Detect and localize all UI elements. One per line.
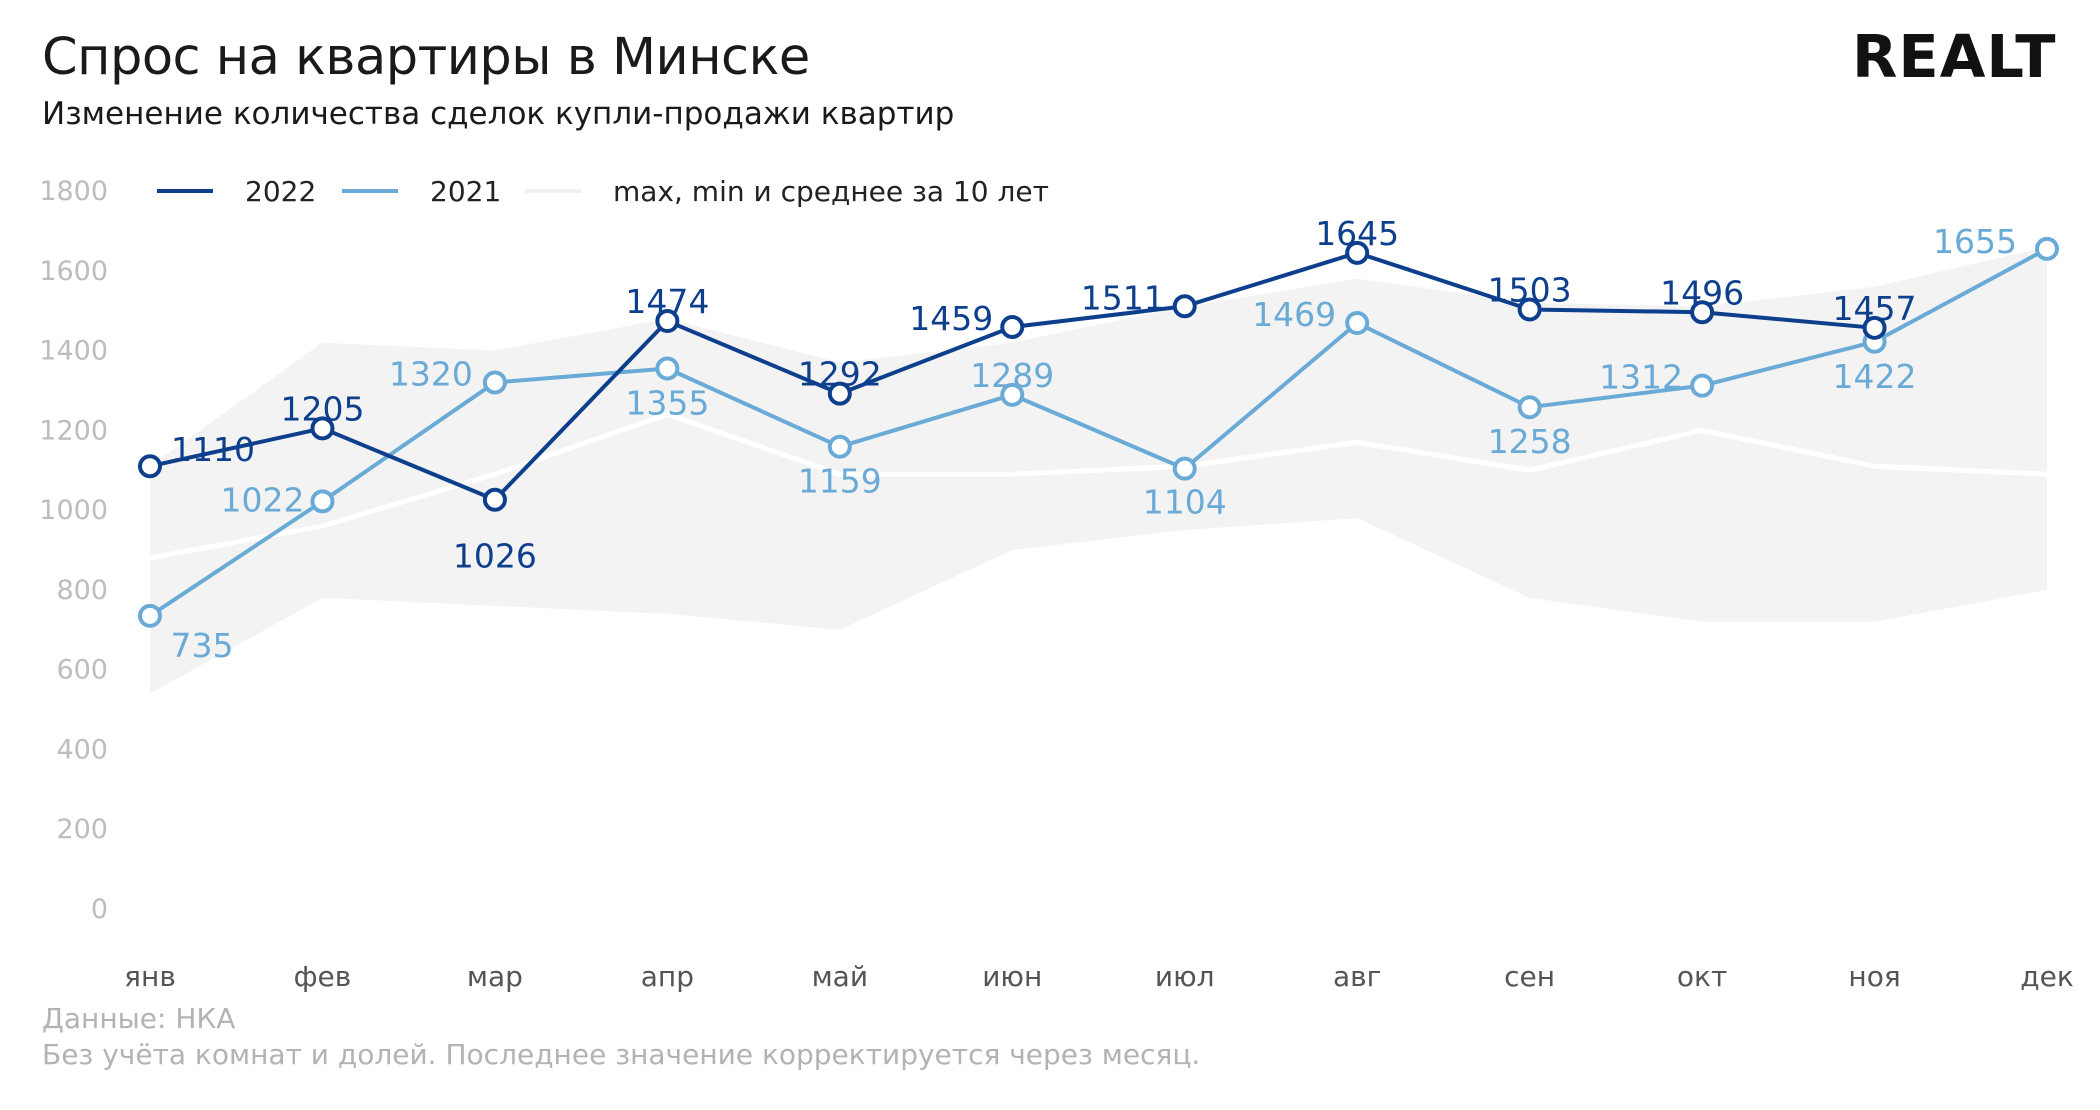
data-label-2022: 1511: [1081, 278, 1165, 317]
point-2022: [1000, 315, 1025, 340]
point-2021: [827, 434, 852, 459]
legend-label: 2022: [245, 175, 316, 208]
data-label-2022: 1205: [280, 389, 364, 428]
data-label-2022: 1474: [625, 282, 709, 321]
data-label-2021: 735: [171, 626, 234, 665]
point-2022: [310, 416, 335, 441]
data-label-2022: 1110: [171, 430, 255, 469]
x-tick-label: июл: [1155, 960, 1215, 993]
x-tick-label: май: [812, 960, 868, 993]
legend-label: max, min и среднее за 10 лет: [613, 175, 1049, 208]
y-tick-label: 200: [56, 814, 108, 845]
data-label-2021: 1159: [798, 462, 882, 501]
band-layer: [149, 246, 2048, 694]
y-tick-label: 600: [56, 655, 108, 686]
x-tick-label: авг: [1333, 960, 1381, 993]
realt-logo: REALT: [1852, 22, 2057, 91]
point-2022: [1345, 240, 1370, 265]
point-2021: [482, 370, 507, 395]
y-tick-label: 0: [91, 894, 108, 925]
x-tick-label: дек: [2020, 960, 2074, 993]
data-label-2021: 1355: [625, 384, 709, 423]
point-2021: [655, 356, 680, 381]
data-label-2022: 1026: [453, 537, 537, 576]
footnote: Без учёта комнат и долей. Последнее знач…: [42, 1038, 1201, 1071]
point-2021: [1000, 382, 1025, 407]
point-2021: [1517, 395, 1542, 420]
legend: 2022 2021 max, min и среднее за 10 лет: [157, 175, 1049, 208]
y-tick-label: 1800: [39, 176, 108, 207]
y-tick-label: 800: [56, 575, 108, 606]
chart-subtitle: Изменение количества сделок купли-продаж…: [42, 96, 955, 132]
x-tick-label: мар: [467, 960, 523, 993]
point-2021: [2035, 236, 2059, 261]
y-tick-label: 1600: [39, 256, 108, 287]
x-tick-label: янв: [124, 960, 176, 993]
y-tick-label: 1400: [39, 336, 108, 367]
data-label-2022: 1292: [798, 355, 882, 394]
y-axis: 0 200 400 600 800 1000 1200 1400 1600 1800: [39, 176, 108, 925]
data-label-2022: 1459: [909, 299, 993, 338]
point-2022: [1690, 300, 1715, 325]
data-label-2022: 1457: [1833, 289, 1917, 328]
x-tick-label: фев: [294, 960, 352, 993]
x-axis: янв фев мар апр май июн июл авг сен окт ноя дек: [124, 960, 2074, 993]
data-label-2021: 1312: [1599, 358, 1683, 397]
data-label-2021: 1104: [1143, 483, 1227, 522]
data-label-2022: 1645: [1315, 214, 1399, 253]
data-source: Данные: НКА: [42, 1002, 236, 1035]
x-tick-label: ноя: [1848, 960, 1900, 993]
point-2022: [655, 309, 680, 334]
point-2022: [138, 454, 162, 479]
point-2022: [1517, 297, 1542, 322]
data-label-2021: 1289: [970, 356, 1054, 395]
y-tick-label: 400: [56, 734, 108, 765]
y-tick-label: 1000: [39, 495, 108, 526]
data-label-2021: 1320: [389, 354, 473, 393]
data-label-2021: 1469: [1252, 295, 1336, 334]
data-label-2021: 1422: [1833, 357, 1917, 396]
series-line-2021: [148, 247, 2048, 618]
point-2021: [138, 603, 162, 628]
data-label-2022: 1496: [1660, 273, 1744, 312]
point-2021: [1172, 456, 1197, 481]
legend-label: 2021: [430, 175, 501, 208]
band-10y-mean-line: [149, 411, 2048, 561]
point-2021: [1345, 311, 1370, 336]
point-2022: [482, 487, 507, 512]
y-tick-label: 1200: [39, 415, 108, 446]
x-tick-label: сен: [1504, 960, 1555, 993]
x-tick-label: окт: [1677, 960, 1727, 993]
point-2022: [1172, 294, 1197, 319]
data-label-2022: 1503: [1488, 270, 1572, 309]
point-2022: [1862, 315, 1887, 340]
x-tick-label: июн: [982, 960, 1042, 993]
chart-title: Спрос на квартиры в Минске: [42, 28, 810, 87]
data-label-2021: 1022: [220, 480, 304, 519]
x-tick-label: апр: [641, 960, 694, 993]
point-2022: [827, 381, 852, 406]
point-2021: [1690, 373, 1715, 398]
series-layer: [138, 236, 2059, 628]
data-label-2021: 1655: [1933, 222, 2017, 261]
data-labels: 1110 1205 1026 1474 1292 1459 1511 1645 1503 1496…: [171, 214, 2017, 665]
data-label-2021: 1258: [1488, 422, 1572, 461]
point-2021: [310, 489, 335, 514]
